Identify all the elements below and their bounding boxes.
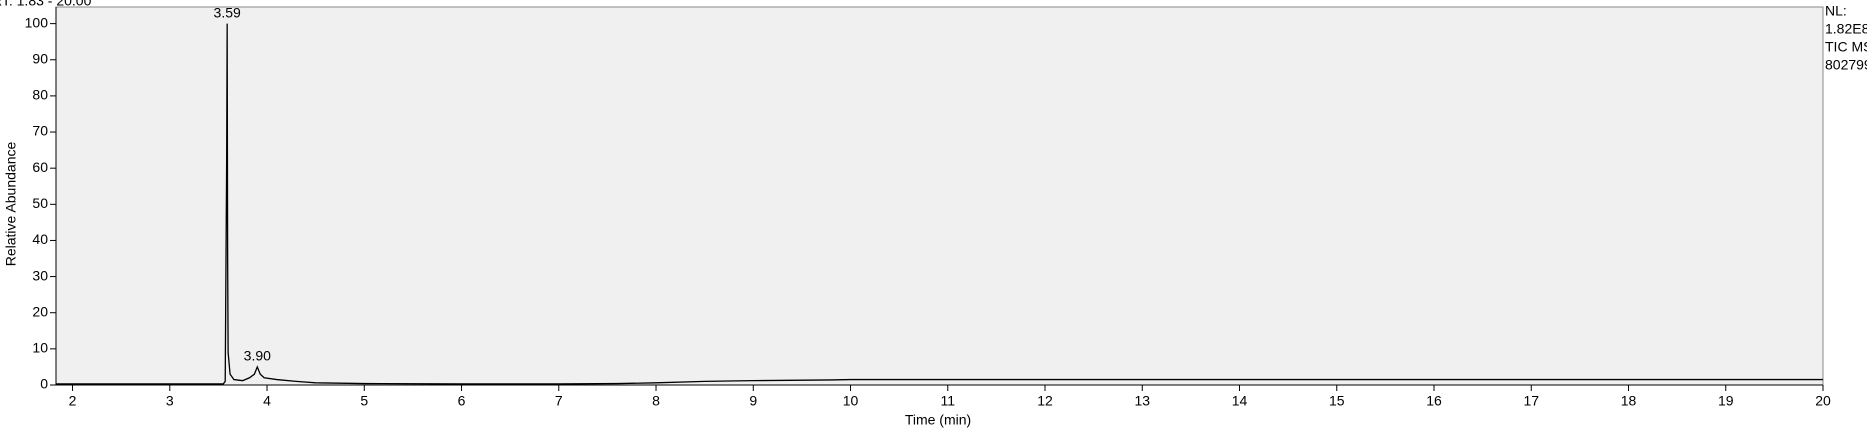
y-tick-label: 70: [32, 123, 48, 139]
y-tick-label: 20: [32, 303, 48, 319]
info-text: 1.82E8: [1825, 21, 1867, 37]
x-tick-label: 5: [360, 393, 368, 409]
y-axis-label: Relative Abundance: [3, 142, 19, 267]
info-text: NL:: [1825, 3, 1847, 19]
peak-label: 3.90: [244, 348, 271, 364]
x-tick-label: 2: [69, 393, 77, 409]
x-tick-label: 7: [555, 393, 563, 409]
y-tick-label: 10: [32, 340, 48, 356]
x-tick-label: 4: [263, 393, 271, 409]
x-tick-label: 14: [1232, 393, 1248, 409]
chromatogram-line: [56, 23, 1823, 385]
y-tick-label: 90: [32, 50, 48, 66]
y-tick-label: 100: [25, 14, 49, 30]
x-tick-label: 12: [1037, 393, 1053, 409]
peak-label: 3.59: [214, 4, 241, 20]
x-tick-label: 17: [1523, 393, 1539, 409]
y-tick-label: 0: [40, 376, 48, 392]
x-axis-label: Time (min): [905, 412, 971, 428]
x-tick-label: 18: [1621, 393, 1637, 409]
x-tick-label: 13: [1134, 393, 1150, 409]
x-tick-label: 6: [458, 393, 466, 409]
x-tick-label: 16: [1426, 393, 1442, 409]
x-tick-label: 11: [940, 393, 955, 409]
range-header: RT: 1.83 - 20.00: [0, 0, 92, 9]
x-tick-label: 9: [749, 393, 757, 409]
x-tick-label: 8: [652, 393, 660, 409]
x-tick-label: 20: [1815, 393, 1831, 409]
x-tick-label: 19: [1718, 393, 1734, 409]
y-tick-label: 80: [32, 87, 48, 103]
x-tick-label: 10: [843, 393, 859, 409]
y-tick-label: 60: [32, 159, 48, 175]
y-tick-label: 40: [32, 231, 48, 247]
info-text: TIC MS: [1825, 39, 1867, 55]
x-tick-label: 3: [166, 393, 174, 409]
info-text: 802799: [1825, 57, 1867, 73]
y-tick-label: 50: [32, 195, 48, 211]
y-tick-label: 30: [32, 267, 48, 283]
plot-area: [55, 6, 1824, 386]
x-tick-label: 15: [1329, 393, 1345, 409]
